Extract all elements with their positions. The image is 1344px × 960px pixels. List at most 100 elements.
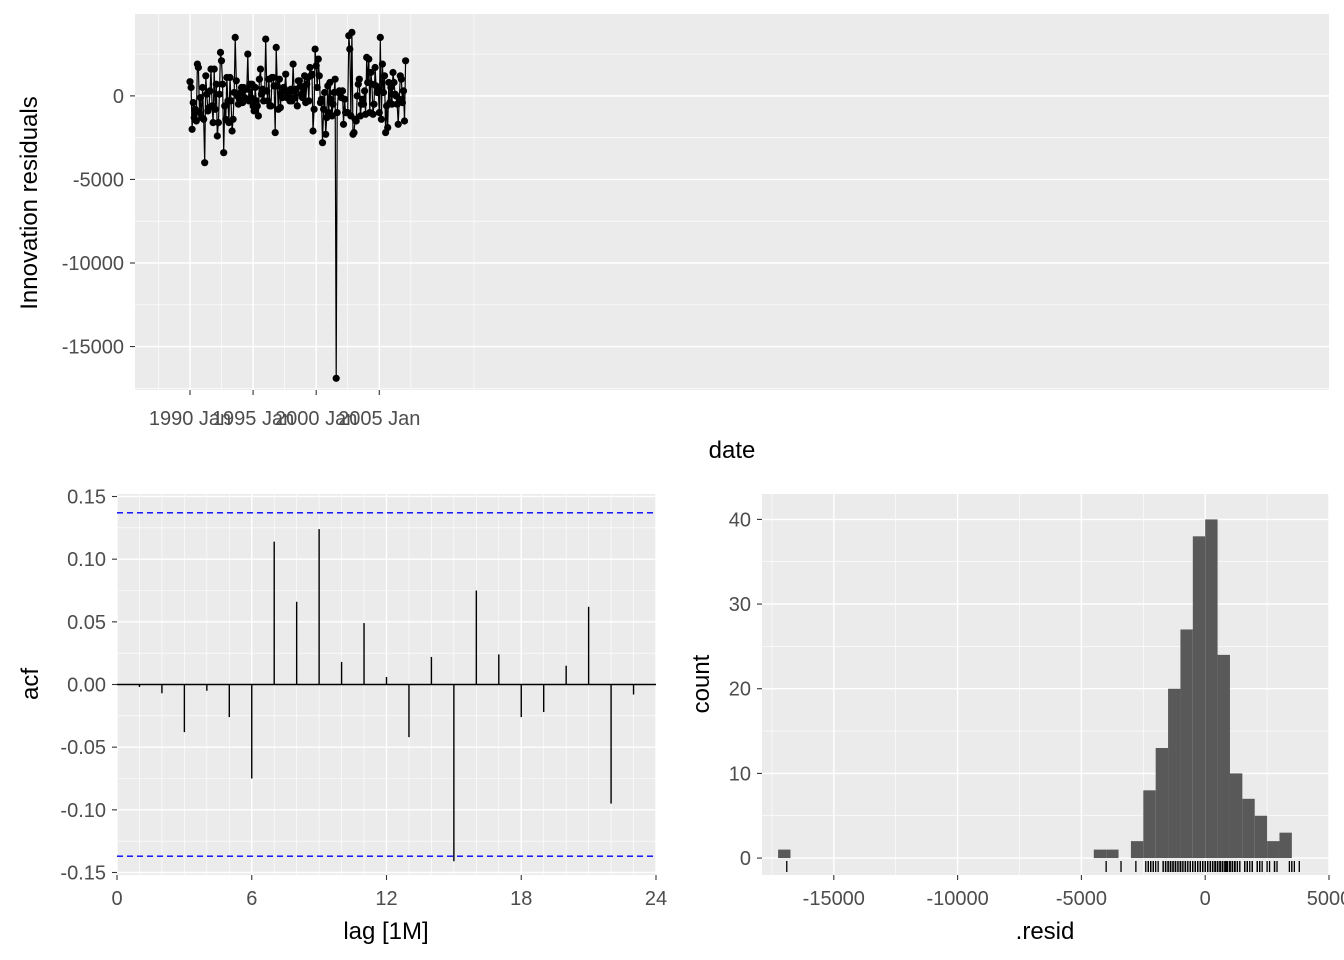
residual-point: [384, 124, 392, 132]
histogram-panel: -15000 -10000 -5000 0 5000 40 30 20 10 0 count .r…: [688, 494, 1344, 945]
histogram-x-axis-title: .resid: [1016, 918, 1075, 945]
histogram-bar: [1279, 832, 1292, 859]
acf-y-tick-label: -0.05: [60, 737, 106, 759]
residuals-x-tick-label: 1995 Jan: [212, 408, 294, 430]
residual-point: [369, 110, 377, 118]
residual-point: [320, 105, 328, 113]
residuals-y-axis-title: Innovation residuals: [16, 96, 43, 309]
residual-point: [328, 112, 336, 120]
residual-point: [306, 63, 314, 72]
residual-point: [367, 68, 375, 77]
histogram-y-tick-label: 10: [729, 763, 751, 785]
residual-point: [200, 115, 208, 123]
residual-point: [332, 374, 340, 382]
acf-x-tick-label: 6: [246, 888, 257, 910]
residual-point: [346, 45, 354, 53]
residual-point: [333, 109, 341, 117]
residual-point: [352, 117, 360, 125]
histogram-bar: [778, 849, 791, 859]
residual-point: [378, 60, 386, 68]
histogram-bar: [1254, 815, 1268, 859]
residual-point: [194, 63, 202, 72]
residual-point: [212, 80, 220, 88]
acf-y-tick-label: -0.10: [60, 800, 106, 822]
residual-point: [228, 127, 236, 135]
residual-point: [217, 57, 226, 65]
residual-point: [276, 104, 284, 112]
histogram-y-axis-title: count: [688, 654, 715, 713]
residual-point: [312, 62, 320, 70]
acf-y-tick-label: 0.15: [67, 487, 106, 509]
residual-point: [211, 105, 219, 113]
residual-point: [359, 100, 368, 108]
residual-point: [402, 57, 410, 65]
residual-point: [273, 82, 281, 90]
residual-point: [376, 33, 384, 42]
histogram-x-tick-label: -5000: [1056, 888, 1107, 910]
residuals-y-tick-label: 0: [113, 86, 124, 108]
histogram-x-tick-label: 5000: [1307, 888, 1344, 910]
residual-point: [394, 120, 402, 128]
residual-point: [255, 75, 263, 83]
residual-point: [263, 87, 271, 95]
histogram-x-tick-label: -15000: [803, 888, 865, 910]
residual-point: [315, 72, 323, 80]
residual-point: [348, 28, 356, 36]
residual-point: [187, 83, 195, 92]
residual-point: [355, 75, 363, 83]
residual-point: [350, 129, 358, 137]
acf-y-axis-title: acf: [17, 668, 44, 700]
residual-point: [388, 100, 396, 108]
residual-point: [318, 139, 327, 147]
residual-point: [229, 115, 237, 123]
residual-point: [338, 87, 347, 95]
residual-point: [269, 73, 277, 82]
histogram-x-tick-label: 0: [1200, 888, 1211, 910]
residual-point: [314, 55, 322, 63]
residual-point: [196, 94, 205, 102]
histogram-bar: [1093, 849, 1107, 859]
residual-point: [371, 63, 379, 72]
residual-point: [244, 50, 252, 58]
residual-point: [399, 87, 408, 95]
residual-point: [220, 149, 228, 157]
acf-x-tick-label: 24: [645, 888, 667, 910]
residual-point: [189, 99, 197, 107]
acf-x-tick-label: 0: [111, 888, 122, 910]
residual-point: [202, 72, 210, 80]
residual-point: [209, 119, 217, 127]
residual-point: [331, 75, 339, 83]
residual-point: [310, 105, 318, 113]
residual-point: [341, 95, 349, 103]
histogram-bar: [1180, 629, 1193, 859]
residual-point: [353, 92, 361, 100]
histogram-y-tick-label: 0: [740, 848, 751, 870]
residual-point: [188, 125, 196, 133]
residual-point: [253, 102, 261, 110]
residual-point: [321, 88, 329, 97]
residual-point: [329, 100, 337, 108]
residual-point: [199, 83, 207, 92]
residual-point: [216, 48, 225, 57]
residual-point: [389, 68, 397, 77]
residual-point: [232, 77, 240, 85]
residual-point: [227, 97, 235, 105]
histogram-bar: [1168, 688, 1181, 859]
residual-point: [213, 132, 221, 140]
acf-y-tick-label: -0.15: [60, 862, 106, 884]
histogram-x-tick-label: -10000: [926, 888, 988, 910]
residuals-y-tick-label: -15000: [62, 337, 124, 359]
residual-point: [272, 43, 280, 52]
histogram-y-tick-label: 20: [729, 679, 751, 701]
residual-point: [317, 95, 326, 103]
residuals-x-axis-title: date: [709, 437, 756, 464]
histogram-bar: [1242, 798, 1255, 859]
acf-x-axis-title: lag [1M]: [343, 918, 428, 945]
histogram-bar: [1217, 654, 1230, 859]
residuals-x-tick-label: 2005 Jan: [338, 408, 420, 430]
residual-point: [256, 65, 265, 73]
residual-point: [293, 102, 301, 110]
residuals-y-tick-label: -10000: [62, 253, 124, 275]
residual-point: [375, 109, 383, 117]
